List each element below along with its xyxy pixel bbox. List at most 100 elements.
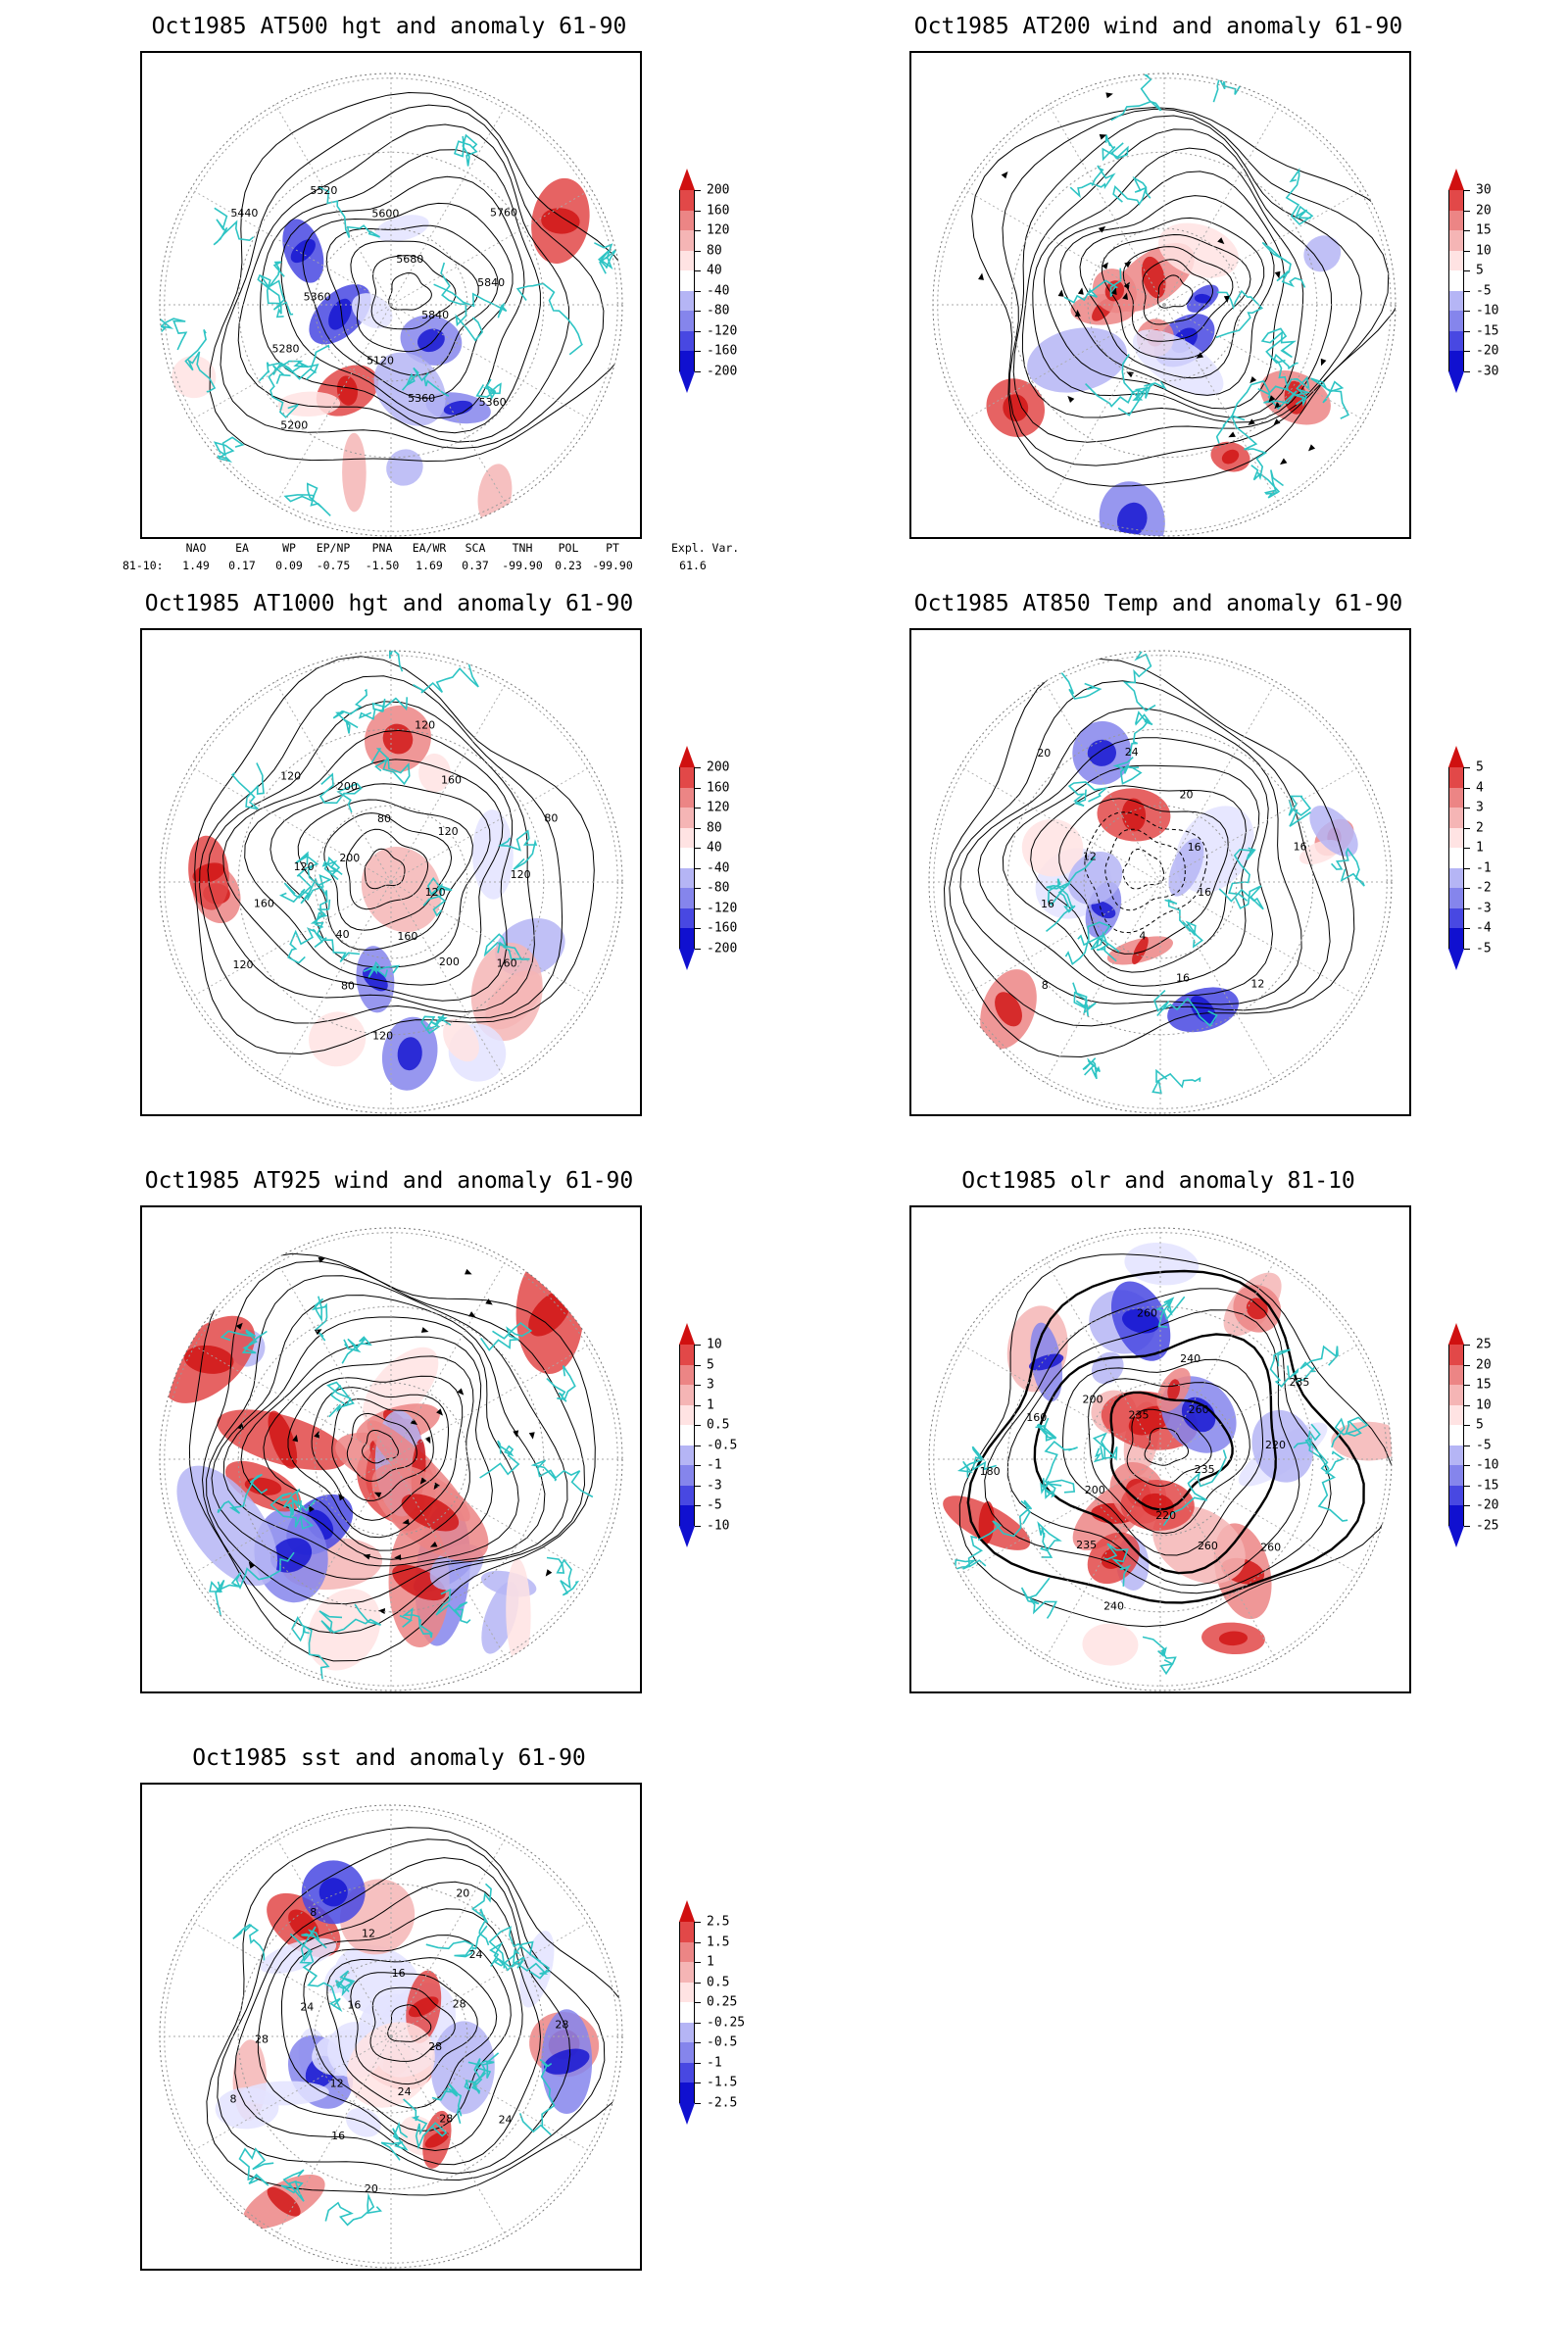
colorbar-tick (695, 1485, 701, 1487)
colorbar-top-arrow (679, 1900, 695, 1922)
streamline-arrow (1126, 371, 1134, 378)
latitude-circle (1083, 805, 1238, 959)
colorbar-tick (695, 827, 701, 829)
coastline (1129, 710, 1153, 756)
anomaly-core (244, 1477, 282, 1495)
colorbar-segment (679, 250, 695, 270)
anomaly-core (401, 1494, 460, 1532)
colorbar-tick (1464, 1525, 1470, 1527)
contour-label: 5840 (477, 276, 505, 289)
colorbar-segment (679, 351, 695, 371)
meridian-line (1048, 104, 1165, 306)
contour-label: 12 (1250, 977, 1264, 990)
meridian-line (190, 765, 392, 883)
meridian-line (274, 104, 392, 306)
streamline-arrow (248, 1561, 256, 1569)
contour-label: 240 (1103, 1599, 1124, 1612)
streamline-arrow (1320, 358, 1327, 367)
colorbar-segment (1448, 1404, 1464, 1425)
colorbar-tick (695, 270, 701, 271)
index-header: POL (558, 541, 579, 555)
streamline-arrow (1250, 375, 1257, 384)
colorbar-tick (695, 867, 701, 869)
colorbar-tick (695, 1345, 701, 1346)
meridian-line (390, 1920, 592, 2037)
contour-label: 160 (254, 898, 274, 910)
anomaly-core (290, 239, 316, 264)
coastline (272, 360, 319, 380)
coastline (220, 1329, 268, 1354)
streamline-arrow (1001, 171, 1008, 179)
colorbar-label: -1 (707, 1457, 722, 1473)
contour-label: 120 (233, 958, 254, 971)
contour-line (270, 783, 491, 968)
colorbar-label: 3 (1476, 800, 1484, 815)
meridian-line (1159, 1458, 1277, 1660)
contour-line (323, 812, 453, 931)
coastline (217, 1473, 269, 1514)
contour-line (237, 123, 570, 443)
colorbar-top-arrow (1448, 746, 1464, 767)
colorbar-label: -5 (707, 1497, 722, 1513)
anomaly-core (336, 375, 358, 406)
colorbar-label: -30 (1476, 364, 1499, 378)
contour-line (1084, 811, 1208, 934)
contour-label: 80 (341, 979, 355, 992)
colorbar-segment (679, 1982, 695, 2002)
coastline (1040, 1479, 1076, 1499)
colorbar-label: -40 (707, 283, 730, 298)
contour-label: 160 (1026, 1411, 1047, 1424)
meridian-line (1159, 881, 1361, 999)
contour-label: 12 (330, 2077, 344, 2089)
colorbar-tick (1464, 1385, 1470, 1386)
contour-line (1043, 171, 1285, 410)
meridian-line (390, 304, 508, 506)
meridian-line (1163, 188, 1365, 306)
polar-map: 120 160 200 160 120 80 40 120 160 120 200 120 200 80 1… (159, 650, 623, 1114)
colorbar-tick (1464, 1404, 1470, 1406)
contour-label: 28 (428, 2040, 442, 2053)
polar-map-panel: 28 24 28 24 20 16 12 8 28 24 16 8 12 16 20 24 28 28 (140, 1783, 642, 2271)
streamline-arrow (1057, 289, 1064, 297)
coastline (356, 651, 404, 672)
coastline (425, 1925, 488, 1958)
meridian-line (390, 1458, 592, 1576)
polar-map: 5840 5360 5360 5120 5200 5280 5360 5440 5520 5600… (159, 73, 623, 537)
latitude-circle (1083, 1382, 1238, 1537)
coastline (399, 1607, 433, 1639)
colorbar-top-arrow (679, 1323, 695, 1345)
colorbar-segment (1448, 787, 1464, 808)
contour-label: 24 (499, 2113, 513, 2126)
coastline (403, 2098, 448, 2150)
coastline (280, 2169, 305, 2202)
coastline (1293, 1438, 1346, 1475)
colorbar-segment (1448, 210, 1464, 230)
contour-label: 180 (980, 1465, 1001, 1478)
contour-label: 5840 (421, 309, 449, 321)
colorbar-tick (695, 1962, 701, 1963)
colorbar-segment (1448, 1345, 1464, 1365)
contour-label: 235 (1076, 1539, 1097, 1551)
coastline (1153, 990, 1218, 1027)
colorbar-tick (695, 787, 701, 789)
colorbar-label: -200 (707, 941, 738, 956)
colorbar-label: -3 (1476, 901, 1492, 915)
streamline-arrow (429, 1541, 438, 1547)
meridian-line (1163, 104, 1281, 306)
anomaly-shade (1251, 1409, 1314, 1483)
streamline-arrow (308, 1504, 315, 1513)
coastline (257, 273, 284, 318)
colorbar-tick (1464, 848, 1470, 849)
polar-map-panel (909, 51, 1411, 539)
contour-line (388, 271, 432, 311)
streamline-arrow (1074, 309, 1081, 318)
index-value: 1.69 (416, 559, 443, 572)
coastline (283, 851, 319, 899)
coastline (1250, 465, 1284, 499)
streamline-arrow (318, 1256, 326, 1263)
coastline (326, 1381, 355, 1418)
meridian-line (1159, 1458, 1361, 1576)
colorbar-label: 1 (1476, 840, 1484, 856)
meridian-line (274, 304, 392, 506)
colorbar-segment (679, 290, 695, 311)
